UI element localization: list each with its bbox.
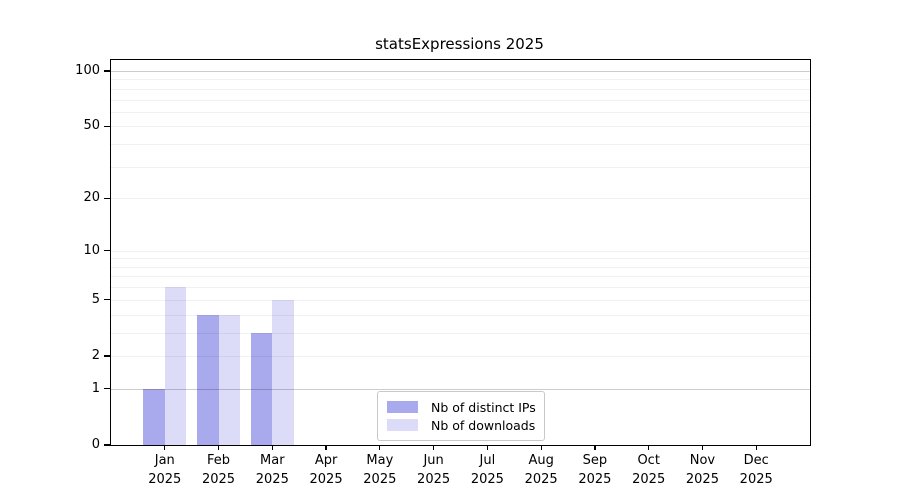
- gridline: [111, 266, 810, 268]
- gridline: [111, 198, 810, 200]
- x-axis-tick: [217, 445, 220, 450]
- legend-label: Nb of distinct IPs: [431, 399, 536, 415]
- y-axis-tick: [104, 388, 110, 390]
- legend: Nb of distinct IPs Nb of downloads: [377, 391, 545, 441]
- x-tick-label: Sep 2025: [578, 453, 612, 487]
- y-axis-tick: [104, 444, 110, 446]
- y-tick-label: 1: [91, 380, 100, 396]
- gridline: [111, 88, 810, 90]
- x-axis-tick: [540, 445, 542, 450]
- y-tick-label: 50: [83, 118, 100, 134]
- legend-swatch-downloads: [387, 419, 418, 431]
- y-axis-tick: [104, 197, 110, 199]
- y-axis-tick: [104, 70, 110, 72]
- gridline: [111, 166, 810, 168]
- chart-title: statsExpressions 2025: [375, 35, 544, 53]
- x-tick-label: Apr 2025: [309, 453, 343, 487]
- x-tick-label: Feb 2025: [201, 453, 236, 487]
- y-tick-label: 100: [75, 63, 100, 78]
- legend-label: Nb of downloads: [431, 417, 536, 433]
- legend-swatch-distinct-ips: [387, 401, 418, 413]
- bar-distinct-ips: [143, 388, 165, 445]
- x-axis-tick: [648, 445, 650, 450]
- y-axis-tick: [104, 250, 110, 252]
- x-tick-label: Jul 2025: [470, 453, 504, 487]
- bar-distinct-ips: [250, 332, 273, 445]
- x-axis-tick: [325, 445, 327, 450]
- y-tick-label: 10: [83, 242, 100, 258]
- x-axis-tick: [486, 445, 488, 450]
- y-tick-label: 2: [91, 347, 100, 363]
- x-tick-label: Aug 2025: [524, 453, 558, 487]
- x-tick-label: Mar 2025: [255, 453, 289, 487]
- gridline: [111, 299, 810, 301]
- y-tick-label: 0: [91, 437, 100, 452]
- gridline-major: [111, 71, 810, 72]
- gridline: [111, 144, 810, 146]
- bar-downloads: [272, 299, 294, 445]
- x-tick-label: Dec 2025: [739, 453, 773, 487]
- gridline: [111, 287, 810, 289]
- y-axis-tick: [104, 125, 110, 127]
- y-tick-label: 5: [91, 291, 100, 307]
- legend-item-downloads: Nb of downloads: [387, 416, 538, 434]
- x-tick-label: Nov 2025: [685, 453, 719, 487]
- x-axis-tick: [755, 445, 757, 450]
- plot-area: Nb of distinct IPs Nb of downloads 0 1 2 5 1…: [75, 59, 811, 487]
- x-axis-tick: [433, 445, 435, 450]
- gridline: [111, 99, 810, 101]
- x-axis-tick: [164, 445, 166, 450]
- x-axis-tick: [701, 445, 704, 450]
- y-axis-tick: [104, 355, 110, 357]
- x-tick-label: Oct 2025: [632, 453, 666, 487]
- x-axis-tick: [379, 445, 381, 450]
- x-axis-tick: [594, 445, 596, 450]
- x-axis-tick: [271, 445, 273, 450]
- gridline: [111, 79, 810, 81]
- gridline: [111, 258, 810, 260]
- x-tick-label: Jan 2025: [148, 453, 182, 487]
- bar-distinct-ips: [197, 314, 219, 445]
- bar-downloads: [164, 287, 187, 445]
- gridline: [111, 276, 810, 278]
- bar-downloads: [218, 314, 241, 445]
- y-axis-tick: [104, 299, 110, 301]
- x-tick-label: May 2025: [363, 453, 397, 487]
- gridline: [111, 126, 810, 128]
- x-tick-label: Jun 2025: [417, 453, 451, 487]
- gridline: [111, 111, 810, 113]
- y-tick-label: 20: [83, 190, 100, 206]
- legend-item-distinct-ips: Nb of distinct IPs: [387, 398, 538, 416]
- gridline: [111, 250, 810, 252]
